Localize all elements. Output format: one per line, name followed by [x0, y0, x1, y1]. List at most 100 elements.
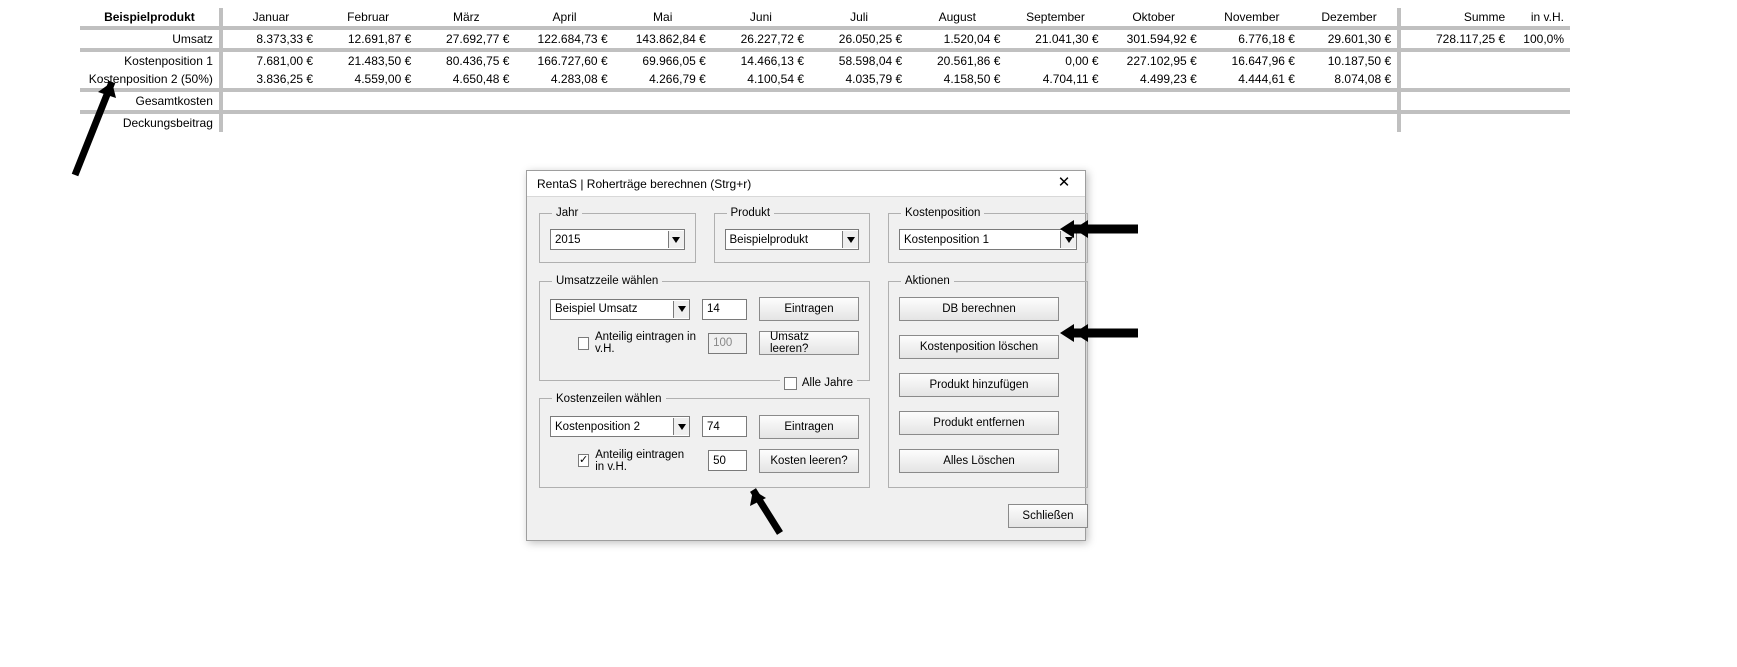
fieldset-kostenposition: Kostenposition Kostenposition 1	[888, 207, 1088, 263]
cell: 27.692,77 €	[417, 28, 515, 50]
cell: 4.559,00 €	[319, 70, 417, 90]
row-deckungsbeitrag: Deckungsbeitrag	[80, 112, 1570, 132]
product-header: Beispielprodukt	[80, 8, 221, 28]
row-gesamtkosten: Gesamtkosten	[80, 90, 1570, 112]
cell: 143.862,84 €	[614, 28, 712, 50]
legend-produkt: Produkt	[727, 207, 775, 219]
umsatz-eintragen-button[interactable]: Eintragen	[759, 297, 859, 321]
row-umsatz: Umsatz 8.373,33 € 12.691,87 € 27.692,77 …	[80, 28, 1570, 50]
kosten-select[interactable]: Kostenposition 2	[550, 416, 690, 437]
table-header-row: Beispielprodukt Januar Februar März Apri…	[80, 8, 1570, 28]
row-kp2-label: Kostenposition 2 (50%)	[80, 70, 221, 90]
kosten-eintragen-button[interactable]: Eintragen	[759, 415, 859, 439]
row-kp1-label: Kostenposition 1	[80, 50, 221, 70]
cell	[1301, 90, 1399, 112]
cell-sum	[1399, 70, 1511, 90]
dialog-titlebar[interactable]: RentaS | Roherträge berechnen (Strg+r) ✕	[527, 171, 1085, 197]
fieldset-produkt: Produkt Beispielprodukt	[714, 207, 871, 263]
cell-pct	[1511, 112, 1570, 132]
produkt-value: Beispielprodukt	[730, 234, 809, 246]
row-db-label: Deckungsbeitrag	[80, 112, 221, 132]
chevron-down-icon	[842, 231, 858, 248]
cell: 12.691,87 €	[319, 28, 417, 50]
umsatz-leeren-button[interactable]: Umsatz leeren?	[759, 331, 859, 355]
cell: 8.074,08 €	[1301, 70, 1399, 90]
schliessen-button[interactable]: Schließen	[1008, 504, 1088, 528]
jahr-select[interactable]: 2015	[550, 229, 685, 250]
umsatz-select[interactable]: Beispiel Umsatz	[550, 299, 690, 320]
cell: 69.966,05 €	[614, 50, 712, 70]
cell: 16.647,96 €	[1203, 50, 1301, 70]
cell: 0,00 €	[1006, 50, 1104, 70]
cell: 4.650,48 €	[417, 70, 515, 90]
chevron-down-icon	[668, 231, 684, 248]
cell-pct	[1511, 50, 1570, 70]
umsatz-value: Beispiel Umsatz	[555, 303, 637, 315]
alles-loeschen-button[interactable]: Alles Löschen	[899, 449, 1059, 473]
row-gesamt-label: Gesamtkosten	[80, 90, 221, 112]
checkbox-icon	[784, 377, 797, 390]
row-umsatz-label: Umsatz	[80, 28, 221, 50]
row-kp1: Kostenposition 1 7.681,00 € 21.483,50 € …	[80, 50, 1570, 70]
rohertraege-dialog: RentaS | Roherträge berechnen (Strg+r) ✕…	[526, 170, 1086, 541]
umsatz-pct-input: 100	[708, 333, 747, 354]
legend-kosten: Kostenzeilen wählen	[552, 393, 666, 405]
cell: 122.684,73 €	[515, 28, 613, 50]
cell-sum: 728.117,25 €	[1399, 28, 1511, 50]
produkt-select[interactable]: Beispielprodukt	[725, 229, 860, 250]
cell: 7.681,00 €	[221, 50, 319, 70]
kpos-value: Kostenposition 1	[904, 234, 989, 246]
cell: 166.727,60 €	[515, 50, 613, 70]
col-november: November	[1203, 8, 1301, 28]
col-januar: Januar	[221, 8, 319, 28]
umsatz-anteilig-checkbox[interactable]: Anteilig eintragen in v.H.	[578, 331, 696, 355]
legend-jahr: Jahr	[552, 207, 582, 219]
col-summe: Summe	[1399, 8, 1511, 28]
cell-pct	[1511, 70, 1570, 90]
kosten-anteilig-checkbox[interactable]: ✓ Anteilig eintragen in v.H.	[578, 449, 696, 473]
alle-jahre-checkbox[interactable]: Alle Jahre	[780, 377, 857, 390]
cell: 227.102,95 €	[1105, 50, 1203, 70]
col-juli: Juli	[810, 8, 908, 28]
col-maerz: März	[417, 8, 515, 28]
produkt-entfernen-button[interactable]: Produkt entfernen	[899, 411, 1059, 435]
checkbox-icon	[578, 337, 589, 350]
chevron-down-icon	[1060, 231, 1076, 248]
db-berechnen-button[interactable]: DB berechnen	[899, 297, 1059, 321]
jahr-value: 2015	[555, 234, 581, 246]
cell: 14.466,13 €	[712, 50, 810, 70]
col-juni: Juni	[712, 8, 810, 28]
kosten-row-input[interactable]: 74	[702, 416, 747, 437]
produkt-hinzufuegen-button[interactable]: Produkt hinzufügen	[899, 373, 1059, 397]
cell-pct	[1511, 90, 1570, 112]
chevron-down-icon	[673, 301, 689, 318]
umsatz-anteilig-label: Anteilig eintragen in v.H.	[595, 331, 696, 355]
cell: 10.187,50 €	[1301, 50, 1399, 70]
legend-kpos: Kostenposition	[901, 207, 984, 219]
cell: 4.499,23 €	[1105, 70, 1203, 90]
kostenposition-select[interactable]: Kostenposition 1	[899, 229, 1077, 250]
kosten-leeren-button[interactable]: Kosten leeren?	[759, 449, 859, 473]
col-mai: Mai	[614, 8, 712, 28]
cell: 301.594,92 €	[1105, 28, 1203, 50]
cell: 6.776,18 €	[1203, 28, 1301, 50]
cell: 4.444,61 €	[1203, 70, 1301, 90]
cell: 4.100,54 €	[712, 70, 810, 90]
col-august: August	[908, 8, 1006, 28]
col-september: September	[1006, 8, 1104, 28]
col-februar: Februar	[319, 8, 417, 28]
cell: 26.050,25 €	[810, 28, 908, 50]
cell: 58.598,04 €	[810, 50, 908, 70]
kosten-pct-input[interactable]: 50	[708, 450, 747, 471]
kosten-value: Kostenposition 2	[555, 421, 640, 433]
kostenposition-loeschen-button[interactable]: Kostenposition löschen	[899, 335, 1059, 359]
umsatz-row-input[interactable]: 14	[702, 299, 747, 320]
col-oktober: Oktober	[1105, 8, 1203, 28]
col-pct: in v.H.	[1511, 8, 1570, 28]
cell: 8.373,33 €	[221, 28, 319, 50]
cell: 26.227,72 €	[712, 28, 810, 50]
cell: 4.035,79 €	[810, 70, 908, 90]
close-icon[interactable]: ✕	[1051, 174, 1077, 194]
row-kp2: Kostenposition 2 (50%) 3.836,25 € 4.559,…	[80, 70, 1570, 90]
cell-sum	[1399, 112, 1511, 132]
